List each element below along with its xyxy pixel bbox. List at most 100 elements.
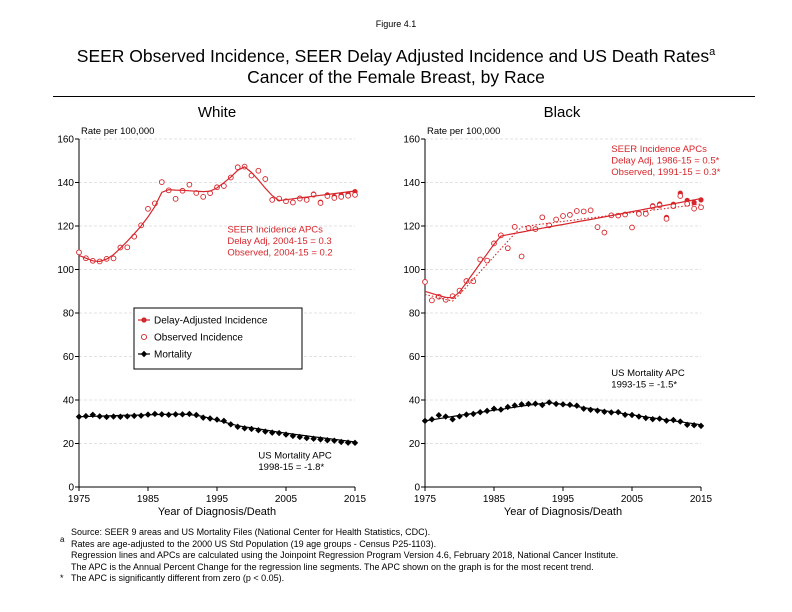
data-point [351, 439, 359, 447]
data-point [76, 249, 82, 256]
data-point [677, 193, 684, 199]
data-point [317, 200, 324, 206]
x-tick-label: 2015 [344, 494, 367, 505]
title-divider [53, 96, 755, 97]
series-mortality-trend [424, 402, 702, 426]
y-tick-label: 160 [403, 135, 420, 146]
data-point [75, 413, 83, 420]
figure-label: Figure 4.1 [375, 19, 417, 29]
y-tick-label: 120 [57, 222, 74, 233]
footnote-star-marker: * [60, 573, 64, 583]
y-tick-label: 80 [63, 309, 75, 320]
series-observed-incidence [422, 193, 704, 304]
annotation-line: 1993-15 = -1.5* [611, 380, 677, 391]
x-axis-label: Year of Diagnosis/Death [504, 506, 622, 518]
data-point [663, 215, 670, 222]
data-point [303, 197, 310, 203]
data-point [151, 410, 159, 418]
data-point [642, 414, 649, 422]
data-point [248, 425, 255, 433]
data-point [429, 297, 435, 304]
annotation-line: US Mortality APC [611, 368, 685, 379]
y-tick-label: 140 [403, 178, 420, 189]
data-point [221, 183, 227, 189]
data-point [110, 255, 117, 262]
data-point [186, 181, 193, 188]
y-tick-label: 80 [409, 309, 421, 320]
x-tick-label: 1985 [137, 494, 160, 505]
data-point [511, 224, 518, 230]
series-delay-adjusted-incidence-trend [424, 197, 702, 299]
title-line-1-text: SEER Observed Incidence, SEER Delay Adju… [76, 45, 710, 66]
legend-label: Delay-Adjusted Incidence [154, 316, 268, 327]
footnote-a-marker: a [60, 535, 65, 544]
data-point [587, 406, 594, 413]
annotation-line: US Mortality APC [258, 451, 332, 462]
data-point [262, 176, 269, 182]
data-point [456, 287, 463, 294]
data-point [442, 413, 449, 420]
data-point [566, 401, 574, 408]
data-point [525, 400, 532, 408]
chart-panel-white: White 0 20 40 60 80 100 120 140 160 1975 1985 1995 20… [57, 104, 366, 518]
x-axis-label: Year of Diagnosis/Death [158, 506, 276, 518]
x-tick-label: 2005 [621, 494, 644, 505]
legend-marker [141, 317, 147, 323]
x-tick-label: 2005 [275, 494, 298, 505]
data-point [649, 415, 656, 423]
x-tick-label: 1985 [483, 494, 506, 505]
x-tick-label: 2015 [690, 494, 713, 505]
data-point [601, 229, 608, 236]
data-point [290, 199, 296, 206]
x-tick-label: 1975 [68, 494, 91, 505]
data-point [124, 413, 131, 420]
y-tick-label: 100 [403, 265, 420, 276]
annotation-line: Observed, 2004-15 = 0.2 [227, 248, 332, 259]
data-point [470, 278, 477, 285]
chart-panel-black: Black 0 20 40 60 80 100 120 140 160 1975 1985 1995 20… [403, 104, 720, 518]
data-point [158, 179, 165, 185]
series-mortality [421, 399, 705, 430]
footnote-star-line: The APC is significantly different from … [71, 573, 285, 583]
data-point [532, 400, 539, 407]
data-point [345, 192, 351, 199]
data-point [449, 416, 456, 423]
y-tick-label: 140 [57, 178, 74, 189]
data-point [435, 412, 442, 419]
panel-title: Black [544, 104, 581, 121]
x-tick-label: 1995 [206, 494, 229, 505]
y-tick-label: 160 [57, 135, 74, 146]
footnote-a-line-2: Regression lines and APCs are calculated… [71, 550, 619, 560]
data-point [525, 225, 532, 231]
data-point [200, 194, 207, 200]
data-point [117, 413, 124, 420]
title-superscript: a [709, 46, 716, 58]
y-tick-label: 120 [403, 222, 420, 233]
panel-title: White [198, 104, 236, 121]
y-tick-label: 60 [63, 352, 75, 363]
data-point [629, 224, 635, 231]
y-tick-label: 40 [63, 396, 75, 407]
y-tick-label: 0 [68, 483, 74, 494]
footnote-source: Source: SEER 9 areas and US Mortality Fi… [71, 527, 431, 537]
series-delay-adjusted-incidence-trend [78, 166, 356, 263]
data-point [698, 197, 704, 203]
title-line-2: Cancer of the Female Breast, by Race [247, 66, 545, 87]
data-point [684, 421, 691, 428]
y-tick-label: 20 [63, 439, 75, 450]
x-tick-label: 1975 [414, 494, 437, 505]
y-tick-label: 20 [409, 439, 421, 450]
data-point [567, 212, 573, 218]
data-point [587, 207, 594, 214]
annotation-line: 1998-15 = -1.8* [258, 462, 324, 473]
data-point [573, 402, 580, 409]
data-point [697, 422, 705, 430]
data-point [504, 245, 511, 252]
data-point [103, 413, 110, 421]
legend-label: Mortality [154, 350, 192, 361]
data-point [352, 192, 358, 198]
charts-canvas: White 0 20 40 60 80 100 120 140 160 1975 1985 1995 20… [57, 104, 720, 518]
data-point [331, 195, 338, 201]
data-point [511, 402, 518, 409]
legend-label: Observed Incidence [154, 333, 243, 344]
